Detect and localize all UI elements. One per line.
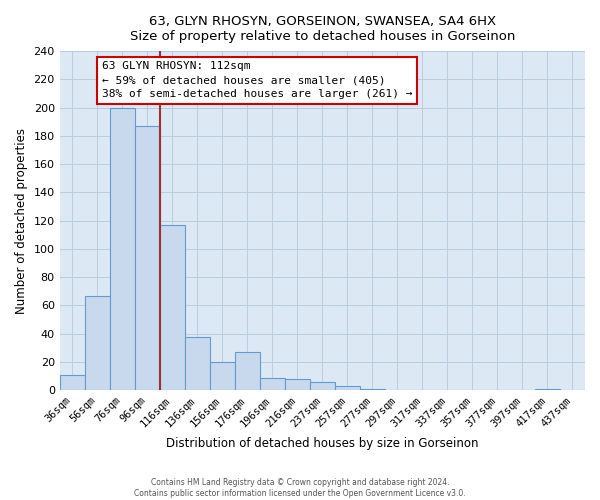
- Bar: [535, 389, 560, 390]
- Y-axis label: Number of detached properties: Number of detached properties: [15, 128, 28, 314]
- Title: 63, GLYN RHOSYN, GORSEINON, SWANSEA, SA4 6HX
Size of property relative to detach: 63, GLYN RHOSYN, GORSEINON, SWANSEA, SA4…: [130, 15, 515, 43]
- Bar: [160, 225, 185, 390]
- Bar: [360, 389, 385, 390]
- Bar: [260, 378, 285, 390]
- Bar: [235, 352, 260, 390]
- Bar: [110, 108, 135, 390]
- Bar: [135, 126, 160, 390]
- Bar: [335, 386, 360, 390]
- Text: Contains HM Land Registry data © Crown copyright and database right 2024.
Contai: Contains HM Land Registry data © Crown c…: [134, 478, 466, 498]
- X-axis label: Distribution of detached houses by size in Gorseinon: Distribution of detached houses by size …: [166, 437, 479, 450]
- Bar: [85, 296, 110, 390]
- Bar: [285, 379, 310, 390]
- Text: 63 GLYN RHOSYN: 112sqm
← 59% of detached houses are smaller (405)
38% of semi-de: 63 GLYN RHOSYN: 112sqm ← 59% of detached…: [101, 62, 412, 100]
- Bar: [59, 374, 85, 390]
- Bar: [185, 336, 210, 390]
- Bar: [310, 382, 335, 390]
- Bar: [210, 362, 235, 390]
